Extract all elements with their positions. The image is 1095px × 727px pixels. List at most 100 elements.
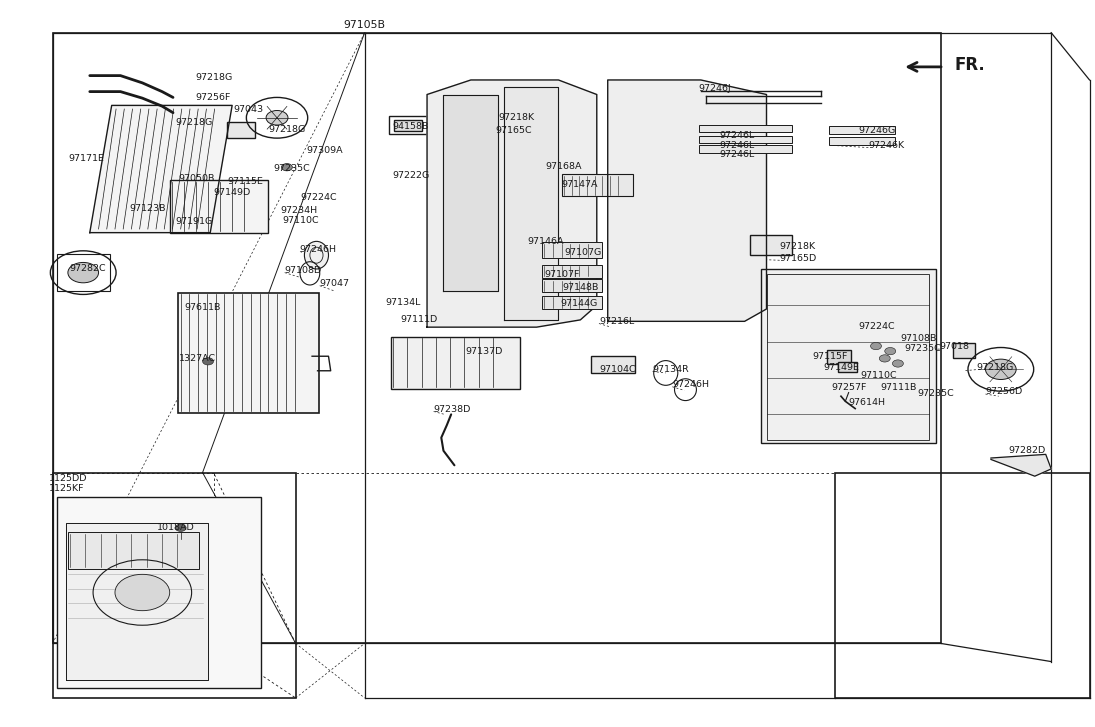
- Bar: [766, 274, 929, 440]
- Text: 97235C: 97235C: [274, 164, 311, 173]
- Text: 97043: 97043: [233, 105, 264, 113]
- Text: 97256D: 97256D: [986, 387, 1023, 395]
- Text: 1125KF: 1125KF: [49, 484, 84, 493]
- Bar: [170, 180, 268, 233]
- Bar: [838, 362, 857, 372]
- Text: 97256F: 97256F: [195, 93, 230, 102]
- Polygon shape: [504, 87, 558, 320]
- Text: 97282D: 97282D: [1008, 446, 1046, 455]
- Text: FR.: FR.: [955, 56, 986, 73]
- Circle shape: [892, 360, 903, 367]
- Text: 97115E: 97115E: [228, 177, 264, 186]
- Circle shape: [115, 574, 170, 611]
- Text: 1327AC: 1327AC: [178, 354, 216, 363]
- Text: 97108D: 97108D: [285, 266, 322, 275]
- Circle shape: [885, 348, 896, 355]
- Bar: [227, 122, 255, 138]
- Text: 97115F: 97115F: [812, 353, 848, 361]
- Text: 97246H: 97246H: [299, 245, 336, 254]
- Bar: [542, 265, 602, 278]
- Bar: [591, 356, 635, 373]
- Text: 97218G: 97218G: [268, 125, 306, 134]
- Polygon shape: [443, 95, 498, 291]
- Bar: [391, 337, 520, 389]
- Bar: [953, 343, 975, 358]
- Text: 97107F: 97107F: [544, 270, 579, 278]
- Text: 97107G: 97107G: [564, 249, 601, 257]
- Bar: [53, 473, 296, 698]
- Text: 97234H: 97234H: [280, 206, 318, 215]
- Text: 97165C: 97165C: [495, 126, 531, 135]
- Text: 97047: 97047: [320, 279, 349, 288]
- Bar: [476, 119, 509, 134]
- Bar: [178, 293, 319, 413]
- Text: 97246H: 97246H: [672, 380, 710, 389]
- Circle shape: [281, 164, 292, 171]
- Ellipse shape: [304, 241, 328, 269]
- Polygon shape: [608, 80, 766, 321]
- Bar: [829, 126, 895, 134]
- Text: 97168A: 97168A: [545, 162, 581, 171]
- Polygon shape: [991, 454, 1051, 476]
- Bar: [827, 350, 851, 364]
- Polygon shape: [90, 105, 232, 233]
- Text: 97218G: 97218G: [977, 363, 1014, 371]
- Bar: [389, 116, 427, 134]
- Text: 97614H: 97614H: [849, 398, 886, 406]
- Bar: [750, 235, 792, 255]
- Circle shape: [879, 355, 890, 362]
- Bar: [53, 33, 941, 643]
- Text: 97171E: 97171E: [68, 154, 104, 163]
- Text: 97218K: 97218K: [498, 113, 534, 122]
- Bar: [835, 473, 1090, 698]
- Bar: [394, 120, 422, 131]
- Text: 97246J: 97246J: [699, 84, 731, 93]
- Text: 97246L: 97246L: [719, 131, 754, 140]
- Text: 94158B: 94158B: [392, 122, 428, 131]
- Text: 97218K: 97218K: [780, 242, 816, 251]
- Text: 97282C: 97282C: [69, 264, 105, 273]
- Text: 97216L: 97216L: [599, 317, 634, 326]
- Text: 97246K: 97246K: [868, 141, 904, 150]
- Text: 97235C: 97235C: [904, 345, 942, 353]
- Text: 97246L: 97246L: [719, 150, 754, 159]
- Text: 97224C: 97224C: [858, 322, 895, 331]
- Bar: [829, 137, 895, 145]
- Bar: [699, 136, 792, 143]
- Text: 97137D: 97137D: [465, 348, 503, 356]
- Circle shape: [986, 359, 1016, 379]
- Text: 97148B: 97148B: [563, 284, 599, 292]
- Circle shape: [68, 262, 99, 283]
- Circle shape: [266, 111, 288, 125]
- Text: 97050B: 97050B: [178, 174, 215, 182]
- Text: 97104C: 97104C: [599, 365, 635, 374]
- Text: 97018: 97018: [940, 342, 969, 351]
- Text: 97238D: 97238D: [434, 405, 471, 414]
- Text: 97611B: 97611B: [184, 303, 220, 312]
- Bar: [542, 296, 602, 309]
- Bar: [699, 145, 792, 153]
- Bar: [761, 269, 936, 443]
- Text: 97110C: 97110C: [861, 371, 897, 379]
- Bar: [57, 254, 110, 291]
- Text: 97134L: 97134L: [385, 298, 420, 307]
- Text: 97218G: 97218G: [175, 118, 212, 126]
- Text: 97165D: 97165D: [780, 254, 817, 262]
- Text: 97246G: 97246G: [858, 126, 896, 135]
- Bar: [699, 125, 792, 132]
- Bar: [542, 242, 602, 258]
- Bar: [57, 497, 261, 688]
- Circle shape: [203, 358, 214, 365]
- Bar: [562, 174, 633, 196]
- Text: 97147A: 97147A: [562, 180, 598, 189]
- Polygon shape: [427, 80, 597, 327]
- Text: 97191G: 97191G: [175, 217, 212, 226]
- Text: 1125DD: 1125DD: [49, 474, 88, 483]
- Text: 97134R: 97134R: [653, 365, 690, 374]
- Bar: [68, 532, 199, 569]
- Text: 97111D: 97111D: [401, 316, 438, 324]
- Text: 97246L: 97246L: [719, 141, 754, 150]
- Polygon shape: [66, 523, 208, 680]
- Text: 97110C: 97110C: [283, 216, 319, 225]
- Text: 97144G: 97144G: [561, 300, 598, 308]
